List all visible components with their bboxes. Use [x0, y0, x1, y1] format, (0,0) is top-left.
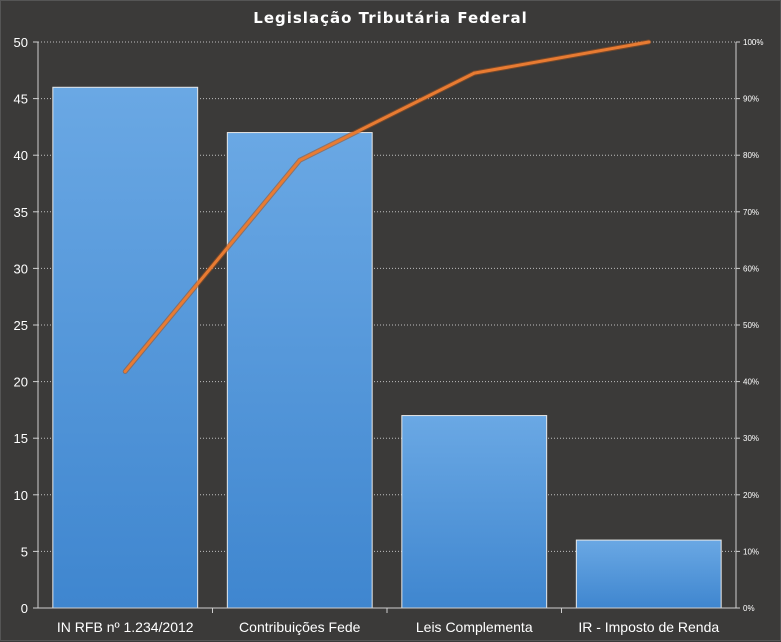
- y-tick-label: 10: [14, 488, 28, 503]
- y-tick-label: 40: [14, 148, 28, 163]
- y2-tick-label: 80%: [743, 151, 759, 160]
- x-tick-label: Contribuições Fede: [239, 619, 361, 635]
- y2-tick-label: 50%: [743, 321, 759, 330]
- line-point: [472, 71, 476, 75]
- line-point: [123, 369, 127, 373]
- bar: [575, 539, 722, 609]
- y2-tick-label: 60%: [743, 264, 759, 273]
- cumulative-line-shadow: [122, 39, 652, 374]
- bar: [52, 86, 199, 609]
- y2-tick-label: 30%: [743, 434, 759, 443]
- y-tick-label: 45: [14, 92, 28, 107]
- y-tick-label: 0: [21, 601, 28, 616]
- x-tick-label: Leis Complementa: [416, 619, 533, 635]
- y2-tick-label: 100%: [743, 38, 763, 47]
- y-tick-label: 35: [14, 205, 28, 220]
- y-tick-label: 50: [14, 35, 28, 50]
- y-tick-label: 5: [21, 544, 28, 559]
- x-tick-label: IR - Imposto de Renda: [578, 619, 719, 635]
- y-tick-label: 20: [14, 375, 28, 390]
- line-point: [647, 40, 651, 44]
- y2-tick-label: 20%: [743, 491, 759, 500]
- chart-title: Legislação Tributária Federal: [253, 9, 528, 27]
- y-tick-label: 30: [14, 261, 28, 276]
- bar: [401, 415, 548, 609]
- cumulative-line: [123, 40, 651, 373]
- y2-tick-label: 0%: [743, 604, 755, 613]
- y-tick-label: 25: [14, 318, 28, 333]
- x-tick-label: IN RFB nº 1.234/2012: [57, 619, 194, 635]
- y2-tick-label: 40%: [743, 378, 759, 387]
- line-point: [298, 158, 302, 162]
- bar: [226, 132, 373, 609]
- y2-tick-label: 90%: [743, 95, 759, 104]
- y2-tick-label: 10%: [743, 547, 759, 556]
- y2-tick-label: 70%: [743, 208, 759, 217]
- y-tick-label: 15: [14, 431, 28, 446]
